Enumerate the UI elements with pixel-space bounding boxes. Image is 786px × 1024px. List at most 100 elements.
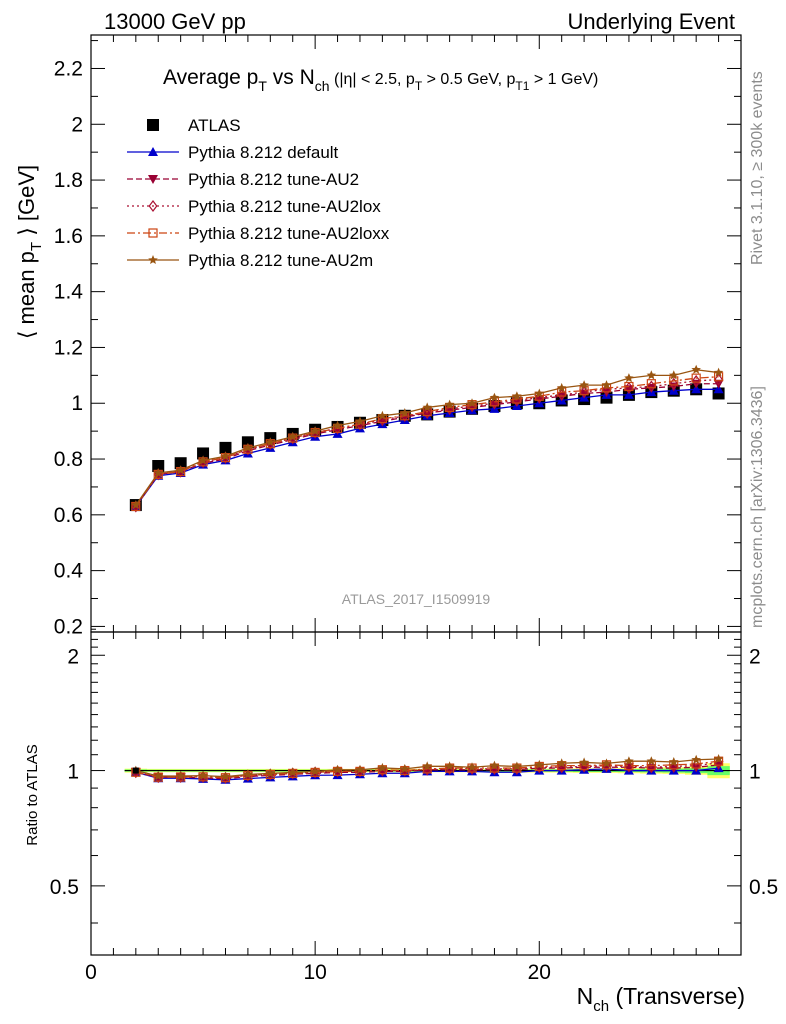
ratio-y-tick-label-right: 1 — [749, 761, 761, 784]
series-5-point — [601, 380, 612, 390]
legend-label-1: Pythia 8.212 default — [188, 143, 339, 162]
series-layer — [129, 364, 725, 513]
y-tick-label: 0.8 — [54, 448, 83, 471]
ratio-series-2-point — [445, 762, 455, 775]
legend-label-2: Pythia 8.212 tune-AU2 — [188, 170, 359, 189]
series-0-point — [219, 441, 232, 454]
ratio-y-tick-label: 1 — [67, 761, 79, 784]
mcplots-label: mcplots.cern.ch [arXiv:1306.3436] — [749, 386, 766, 628]
series-5-point — [310, 426, 320, 436]
series-5-point — [556, 382, 567, 392]
ratio-series-4-point — [332, 764, 343, 774]
x-tick-label: 10 — [303, 961, 326, 984]
legend-marker-4 — [148, 228, 158, 238]
watermark: ATLAS_2017_I1509919 — [342, 591, 491, 607]
series-0-point — [152, 460, 165, 473]
series-5-point — [512, 391, 522, 401]
series-5-point — [131, 500, 141, 510]
ratio-y-tick-label-right: 0.5 — [749, 876, 778, 899]
series-5-point — [153, 468, 163, 477]
ratio-series-4-point — [265, 768, 276, 778]
ratio-y-label: Ratio to ATLAS — [24, 744, 41, 845]
ratio-series-4-point — [512, 761, 522, 771]
y-tick-label: 0.4 — [54, 560, 84, 583]
y-tick-label: 2.2 — [54, 57, 83, 80]
ratio-series-3-line — [135, 760, 719, 779]
header-right: Underlying Event — [567, 9, 735, 34]
series-5-point — [243, 442, 253, 452]
legend-label-0: ATLAS — [188, 116, 241, 135]
series-5-point — [400, 408, 410, 418]
ratio-series-4-point — [646, 756, 657, 766]
series-4-point — [624, 381, 634, 392]
y-tick-label: 1.4 — [54, 281, 84, 304]
ratio-series-4-point — [556, 758, 567, 768]
ratio-series-2-point — [602, 759, 612, 772]
series-5-point — [534, 388, 544, 398]
axis-ticks: 0 10 20 0.2 0.4 0.6 0.8 1 1.2 1.4 1.6 1.8 2 2.2 0.5 0.5… — [50, 35, 778, 984]
ratio-series-4-point — [624, 756, 634, 766]
y-tick-label: 1.8 — [54, 169, 83, 192]
y-tick-label: 0.6 — [54, 504, 83, 527]
y-tick-label: 1.6 — [54, 225, 83, 248]
y-tick-label: 2 — [71, 113, 83, 136]
ratio-series-4-point — [489, 760, 500, 770]
ratio-series-4-point — [579, 757, 589, 767]
series-2-point — [646, 383, 657, 393]
series-4-line — [135, 376, 719, 507]
series-5-point — [377, 410, 388, 420]
legend: ATLAS Pythia 8.212 default Pythia 8.212 tu… — [127, 116, 390, 270]
x-axis-label: Nch (Transverse) — [577, 983, 745, 1015]
ratio-series-4-point — [220, 771, 231, 781]
ratio-y-tick-label: 0.5 — [50, 876, 79, 899]
series-5-point — [265, 437, 276, 447]
ratio-series-4-point — [444, 761, 455, 771]
ratio-series-4-point — [669, 757, 679, 766]
ratio-series-4-point — [691, 754, 701, 764]
series-3-point — [669, 377, 679, 390]
series-3-point — [579, 386, 589, 399]
ratio-series-4-point — [601, 758, 612, 768]
y-tick-label: 1 — [71, 392, 83, 415]
ratio-series-4-point — [467, 762, 477, 772]
series-2-point — [556, 392, 567, 402]
series-5-point — [198, 455, 208, 465]
ratio-series-4-point — [400, 763, 410, 773]
series-5-point — [489, 392, 500, 402]
rivet-label: Rivet 3.1.10, ≥ 300k events — [749, 71, 766, 265]
ratio-series-4-point — [713, 754, 724, 763]
ratio-series-2-point — [377, 764, 387, 777]
ratio-series-layer — [130, 754, 724, 784]
series-3-point — [646, 380, 656, 393]
series-5-point — [713, 367, 724, 377]
legend-marker-1 — [148, 147, 158, 156]
series-5-point — [355, 416, 365, 426]
ratio-y-tick-label: 2 — [67, 645, 79, 668]
ratio-atlas-point — [132, 767, 139, 774]
series-1-point — [623, 389, 634, 399]
legend-marker-5 — [148, 255, 158, 264]
ratio-series-4-point — [198, 770, 208, 780]
series-3-point — [400, 409, 410, 422]
y-axis-label: ⟨ mean pT ⟩ [GeV] — [14, 165, 45, 339]
legend-marker-2 — [148, 175, 158, 184]
ratio-y-tick-label-right: 2 — [749, 645, 761, 668]
ratio-series-4-point — [288, 767, 298, 777]
series-0-point — [197, 447, 210, 460]
ratio-series-4-point — [534, 759, 544, 769]
series-3-point — [422, 407, 432, 420]
ratio-frame — [90, 631, 742, 956]
series-5-point — [467, 398, 477, 408]
y-tick-label: 0.2 — [54, 615, 83, 638]
ratio-series-2-line — [135, 762, 719, 779]
series-5-point — [579, 380, 589, 390]
series-4-point — [691, 373, 701, 383]
ratio-series-4-point — [422, 761, 432, 771]
series-1-point — [713, 384, 724, 394]
series-5-point — [669, 370, 679, 380]
series-5-point — [220, 451, 231, 461]
series-5-point — [175, 465, 186, 475]
series-1-point — [691, 384, 702, 394]
ratio-series-4-point — [153, 771, 163, 780]
ratio-series-4-point — [243, 769, 253, 779]
